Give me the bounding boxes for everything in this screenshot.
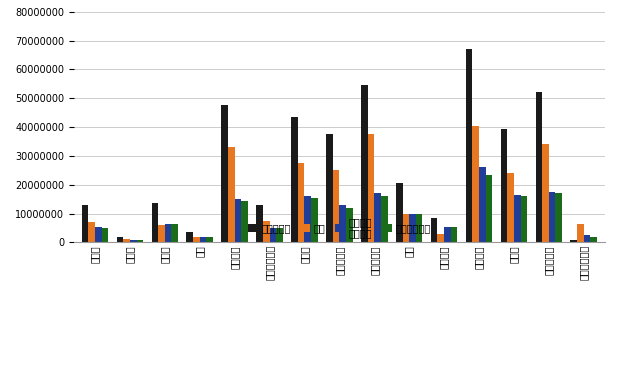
Bar bbox=[193, 237, 200, 242]
Bar bbox=[536, 92, 542, 242]
Bar bbox=[81, 205, 88, 242]
Bar bbox=[270, 228, 276, 242]
Bar bbox=[402, 213, 409, 242]
Bar bbox=[304, 196, 311, 242]
Bar bbox=[514, 195, 521, 242]
Bar bbox=[444, 226, 450, 242]
Bar bbox=[416, 213, 423, 242]
Bar bbox=[136, 240, 143, 242]
Bar bbox=[152, 203, 158, 242]
Bar bbox=[88, 222, 95, 242]
Bar bbox=[333, 170, 339, 242]
Bar bbox=[291, 117, 298, 242]
Bar bbox=[507, 173, 514, 242]
Bar bbox=[381, 196, 387, 242]
Bar bbox=[200, 237, 206, 242]
Bar bbox=[95, 226, 102, 242]
Bar bbox=[172, 224, 178, 242]
Bar bbox=[466, 49, 473, 242]
Bar bbox=[450, 226, 457, 242]
Bar bbox=[165, 224, 172, 242]
Bar bbox=[368, 134, 375, 242]
Bar bbox=[130, 240, 136, 242]
Bar bbox=[431, 218, 437, 242]
Bar bbox=[361, 85, 368, 242]
Bar bbox=[555, 194, 562, 242]
Bar bbox=[102, 228, 108, 242]
Bar bbox=[222, 106, 228, 242]
Bar bbox=[500, 129, 507, 242]
Bar bbox=[123, 239, 130, 242]
Bar bbox=[206, 237, 213, 242]
Bar bbox=[396, 183, 402, 242]
Bar bbox=[473, 126, 479, 242]
Bar bbox=[241, 201, 248, 242]
Bar bbox=[326, 134, 333, 242]
Bar bbox=[234, 199, 241, 242]
Bar bbox=[375, 194, 381, 242]
Bar bbox=[577, 224, 584, 242]
Bar bbox=[158, 225, 165, 242]
Bar bbox=[571, 240, 577, 242]
Bar bbox=[549, 192, 555, 242]
Bar bbox=[256, 205, 263, 242]
Bar bbox=[437, 234, 444, 242]
Bar bbox=[339, 205, 346, 242]
Bar bbox=[479, 167, 486, 242]
Bar bbox=[311, 198, 318, 242]
Bar bbox=[263, 221, 270, 242]
Bar bbox=[298, 163, 304, 242]
Bar bbox=[521, 196, 527, 242]
Bar bbox=[117, 237, 123, 242]
Bar bbox=[486, 175, 492, 242]
Bar bbox=[542, 144, 549, 242]
Bar bbox=[584, 235, 590, 242]
Bar bbox=[276, 228, 283, 242]
Bar bbox=[186, 232, 193, 242]
Bar bbox=[228, 147, 234, 242]
Bar bbox=[409, 213, 416, 242]
Legend: 取得した票, 使用, 残るべき
の投票券, 残りの投票券: 取得した票, 使用, 残るべき の投票券, 残りの投票券 bbox=[244, 213, 435, 242]
Bar bbox=[590, 237, 597, 242]
Bar bbox=[346, 208, 353, 242]
